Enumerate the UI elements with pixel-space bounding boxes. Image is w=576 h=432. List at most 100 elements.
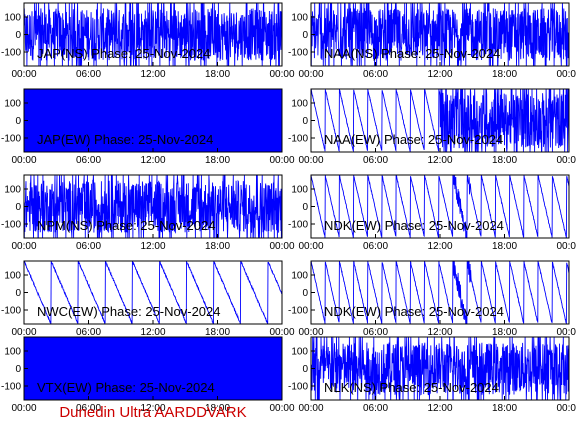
- y-tick-label: 0: [15, 288, 21, 299]
- y-tick-label: 100: [291, 347, 308, 358]
- x-tick-label: 00:00: [298, 241, 323, 252]
- y-tick-label: -100: [288, 134, 308, 145]
- y-tick-label: 100: [291, 185, 308, 196]
- x-tick-label: 00:00: [269, 403, 294, 414]
- panel-title: NPM(NS) Phase: 25-Nov-2024: [37, 218, 215, 233]
- y-tick-label: 0: [15, 364, 21, 375]
- x-tick-label: 06:00: [363, 327, 388, 338]
- x-tick-label: 00:00: [298, 69, 323, 80]
- x-tick-label: 00:00: [11, 327, 36, 338]
- panel-title: NLK(NS) Phase: 25-Nov-2024: [324, 380, 499, 395]
- x-tick-label: 18:00: [205, 403, 230, 414]
- y-tick-label: 100: [4, 347, 21, 358]
- panel-6: 1000-10000:0006:0012:0018:0000:00NDK(EW)…: [288, 174, 576, 252]
- panel-title: NWC(EW) Phase: 25-Nov-2024: [37, 304, 221, 319]
- y-tick-label: 100: [4, 185, 21, 196]
- x-tick-label: 06:00: [76, 327, 101, 338]
- y-tick-label: -100: [1, 48, 21, 59]
- y-tick-label: 100: [291, 271, 308, 282]
- y-tick-label: -100: [1, 306, 21, 317]
- x-tick-label: 00:00: [11, 155, 36, 166]
- x-tick-label: 18:00: [492, 69, 517, 80]
- x-tick-label: 12:00: [140, 403, 165, 414]
- x-tick-label: 06:00: [76, 69, 101, 80]
- panel-title: NDK(EW) Phase: 25-Nov-2024: [324, 304, 504, 319]
- panel-10: 1000-10000:0006:0012:0018:0000:00NLK(NS)…: [288, 336, 576, 414]
- panel-title: NDK(EW) Phase: 25-Nov-2024: [324, 218, 504, 233]
- x-tick-label: 18:00: [205, 327, 230, 338]
- y-tick-label: 0: [302, 30, 308, 41]
- x-tick-label: 00:00: [556, 327, 576, 338]
- panel-4: 1000-10000:0006:0012:0018:0000:00NAA(EW)…: [288, 88, 576, 166]
- y-tick-label: 0: [15, 116, 21, 127]
- x-tick-label: 00:00: [556, 155, 576, 166]
- x-tick-label: 00:00: [298, 155, 323, 166]
- x-tick-label: 12:00: [427, 155, 452, 166]
- x-tick-label: 00:00: [269, 241, 294, 252]
- y-tick-label: 0: [15, 30, 21, 41]
- phase-series: [311, 337, 569, 400]
- x-tick-label: 00:00: [269, 69, 294, 80]
- y-tick-label: 0: [302, 288, 308, 299]
- x-tick-label: 00:00: [11, 69, 36, 80]
- x-tick-label: 06:00: [76, 403, 101, 414]
- x-tick-label: 12:00: [427, 327, 452, 338]
- y-tick-label: -100: [1, 220, 21, 231]
- y-tick-label: 0: [302, 116, 308, 127]
- x-tick-label: 00:00: [298, 327, 323, 338]
- panel-title: NAA(NS) Phase: 25-Nov-2024: [324, 46, 500, 61]
- x-tick-label: 00:00: [11, 403, 36, 414]
- x-tick-label: 18:00: [492, 327, 517, 338]
- y-tick-label: 0: [15, 202, 21, 213]
- x-tick-label: 12:00: [140, 155, 165, 166]
- phase-series: [24, 337, 282, 400]
- phase-series: [311, 261, 569, 324]
- x-tick-label: 00:00: [269, 327, 294, 338]
- phase-series: [24, 3, 282, 66]
- x-tick-label: 18:00: [492, 155, 517, 166]
- y-tick-label: -100: [1, 134, 21, 145]
- x-tick-label: 12:00: [140, 327, 165, 338]
- phase-series: [24, 261, 282, 324]
- phase-series: [311, 89, 569, 152]
- x-tick-label: 12:00: [140, 241, 165, 252]
- x-tick-label: 00:00: [556, 403, 576, 414]
- y-tick-label: -100: [288, 306, 308, 317]
- x-tick-label: 06:00: [363, 241, 388, 252]
- x-tick-label: 12:00: [140, 69, 165, 80]
- x-tick-label: 12:00: [427, 69, 452, 80]
- y-tick-label: 100: [291, 99, 308, 110]
- x-tick-label: 18:00: [492, 241, 517, 252]
- y-tick-label: 0: [302, 364, 308, 375]
- x-tick-label: 18:00: [205, 155, 230, 166]
- x-tick-label: 06:00: [363, 403, 388, 414]
- x-tick-label: 00:00: [11, 241, 36, 252]
- panel-title: VTX(EW) Phase: 25-Nov-2024: [37, 380, 215, 395]
- x-tick-label: 00:00: [556, 69, 576, 80]
- footer-label: Dunedin Ultra AARDDVARK: [59, 404, 247, 421]
- x-tick-label: 06:00: [76, 155, 101, 166]
- phase-series: [311, 3, 569, 66]
- panel-title: JAP(EW) Phase: 25-Nov-2024: [37, 132, 213, 147]
- y-tick-label: -100: [1, 382, 21, 393]
- x-tick-label: 06:00: [363, 155, 388, 166]
- y-tick-label: 100: [4, 271, 21, 282]
- panel-2: 1000-10000:0006:0012:0018:0000:00NAA(NS)…: [288, 2, 576, 80]
- x-tick-label: 06:00: [76, 241, 101, 252]
- panel-title: NAA(EW) Phase: 25-Nov-2024: [324, 132, 503, 147]
- y-tick-label: -100: [288, 220, 308, 231]
- y-tick-label: -100: [288, 382, 308, 393]
- x-tick-label: 18:00: [492, 403, 517, 414]
- panel-8: 1000-10000:0006:0012:0018:0000:00NDK(EW)…: [288, 260, 576, 338]
- x-tick-label: 12:00: [427, 403, 452, 414]
- phase-series: [311, 175, 569, 238]
- y-tick-label: 100: [4, 99, 21, 110]
- x-tick-label: 18:00: [205, 69, 230, 80]
- phase-series: [24, 175, 282, 238]
